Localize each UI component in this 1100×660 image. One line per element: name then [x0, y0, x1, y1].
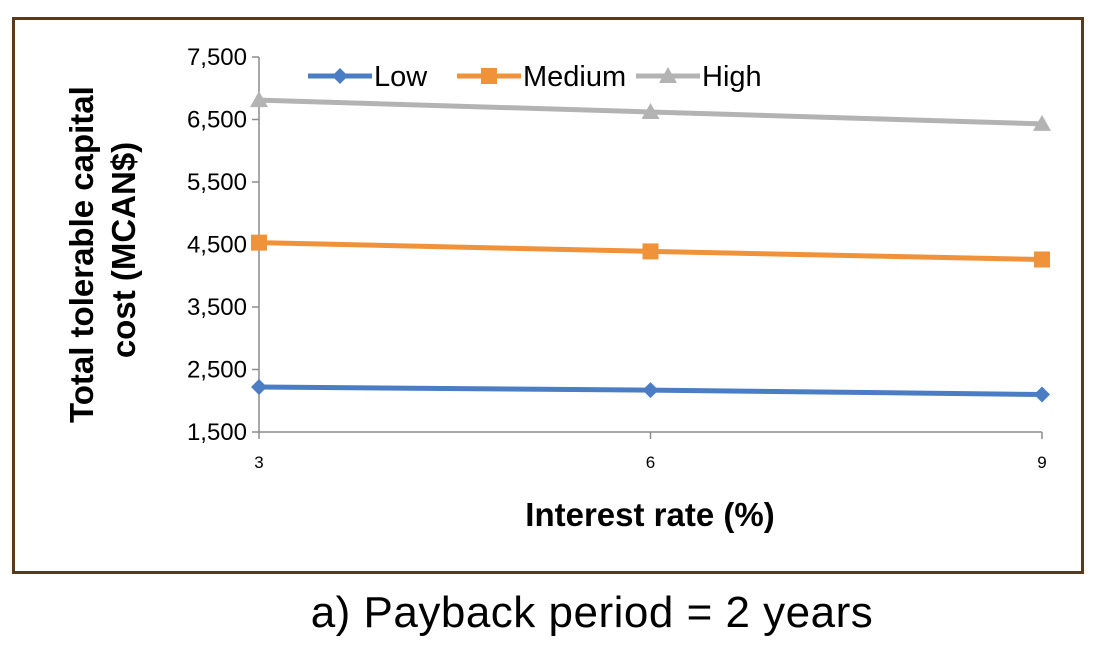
x-tick-label: 6 [646, 453, 655, 472]
y-axis-title-line-2: cost (MCAN$) [105, 142, 142, 358]
data-point-high [641, 103, 660, 119]
y-tick-label: 2,500 [187, 357, 247, 384]
x-ticks: 3 6 9 [254, 432, 1047, 472]
y-ticks: 1,500 2,500 3,500 4,500 5,500 6,500 7,500 [187, 44, 259, 446]
y-axis-title-line-1: Total tolerable capital [63, 86, 100, 423]
legend-item-high: High [636, 61, 762, 93]
data-point-medium [251, 234, 267, 251]
data-point-high [1033, 114, 1051, 131]
y-tick-label: 6,500 [187, 107, 247, 134]
series-high [250, 91, 1051, 131]
y-tick-label: 3,500 [187, 294, 247, 321]
data-point-low [251, 379, 267, 395]
legend-swatch-marker [481, 68, 497, 84]
x-tick-label: 3 [254, 453, 263, 472]
y-axis-title: Total tolerable capital cost (MCAN$) [63, 77, 142, 423]
legend-label-high: High [702, 61, 762, 93]
legend-item-medium: Medium [457, 61, 626, 93]
data-point-low [1034, 386, 1050, 403]
x-axis-title: Interest rate (%) [525, 496, 774, 533]
x-tick-label: 9 [1037, 453, 1046, 472]
legend-swatch-marker [332, 68, 348, 84]
y-tick-label: 7,500 [187, 44, 247, 71]
y-tick-label: 5,500 [187, 169, 247, 196]
legend-item-low: Low [308, 61, 428, 93]
legend-label-low: Low [374, 61, 428, 93]
y-tick-label: 1,500 [187, 419, 247, 446]
data-point-medium [642, 243, 659, 260]
data-point-high [250, 91, 268, 108]
data-point-medium [1034, 251, 1050, 268]
legend-label-medium: Medium [523, 61, 626, 93]
data-point-low [642, 382, 659, 399]
series [250, 91, 1051, 403]
legend-swatch-marker [659, 67, 677, 83]
y-tick-label: 4,500 [187, 232, 247, 259]
series-medium [251, 234, 1050, 268]
legend: Low Medium High [308, 61, 762, 93]
figure-caption: a) Payback period = 2 years [310, 588, 874, 637]
series-low [251, 379, 1050, 403]
